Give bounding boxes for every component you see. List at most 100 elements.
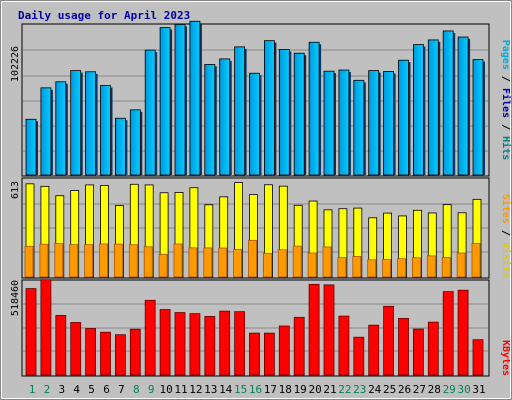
bar-pages xyxy=(40,87,52,176)
x-tick-label: 11 xyxy=(174,383,187,396)
y-max-label-pages: 102226 xyxy=(10,46,21,82)
bar-pages xyxy=(368,70,380,176)
bar-sites xyxy=(69,244,79,278)
bar-sites xyxy=(456,252,466,278)
bar-pages xyxy=(55,81,67,176)
bar-kbytes xyxy=(70,322,82,376)
x-tick-label: 24 xyxy=(368,383,382,396)
x-tick-label: 14 xyxy=(219,383,233,396)
x-tick-label: 16 xyxy=(249,383,262,396)
x-tick-label: 30 xyxy=(457,383,470,396)
bar-sites xyxy=(367,259,377,278)
bar-sites xyxy=(322,246,332,278)
bar-pages xyxy=(174,24,186,176)
bar-pages xyxy=(70,70,82,176)
bar-sites xyxy=(99,243,108,278)
bar-sites xyxy=(54,243,64,278)
bar-sites xyxy=(441,257,451,278)
bars xyxy=(24,20,485,376)
bar-kbytes xyxy=(442,291,454,376)
legend-hits: Hits xyxy=(500,136,512,160)
bar-sites xyxy=(218,247,228,278)
bar-pages xyxy=(472,59,484,176)
x-tick-label: 17 xyxy=(264,383,277,396)
bar-kbytes xyxy=(323,284,335,376)
x-tick-label: 28 xyxy=(428,383,441,396)
bar-sites xyxy=(114,243,123,278)
bar-pages xyxy=(308,41,320,176)
bar-pages xyxy=(457,36,469,176)
bar-pages xyxy=(159,27,171,176)
bar-kbytes xyxy=(263,332,275,376)
x-tick-label: 3 xyxy=(58,383,65,396)
bar-pages xyxy=(338,69,350,176)
legend-slash: / xyxy=(500,76,511,82)
x-tick-label: 21 xyxy=(323,383,336,396)
bar-sites xyxy=(411,257,421,278)
bar-pages xyxy=(323,70,335,176)
bar-sites xyxy=(24,245,34,278)
y-max-label-kbytes: 518460 xyxy=(10,280,21,316)
bar-kbytes xyxy=(278,325,290,376)
x-tick-label: 23 xyxy=(353,383,366,396)
bar-sites xyxy=(262,252,272,278)
x-tick-label: 10 xyxy=(159,383,172,396)
bar-pages xyxy=(234,46,246,176)
bar-kbytes xyxy=(427,321,439,376)
bar-pages xyxy=(100,85,111,176)
x-tick-label: 18 xyxy=(279,383,292,396)
bar-pages xyxy=(383,71,395,176)
legend-kbytes: KBytes xyxy=(500,340,511,376)
x-tick-label: 29 xyxy=(443,383,456,396)
x-tick-label: 20 xyxy=(308,383,321,396)
bar-pages xyxy=(204,63,216,176)
bar-pages xyxy=(263,40,275,176)
bar-sites xyxy=(233,249,243,278)
legend-slash: / xyxy=(500,230,511,236)
bar-kbytes xyxy=(457,289,469,376)
bar-pages xyxy=(25,118,37,176)
bar-kbytes xyxy=(129,328,141,376)
bar-sites xyxy=(337,257,347,278)
legend-visits-sites: Sites / Visits xyxy=(500,194,512,278)
bar-kbytes xyxy=(383,305,395,376)
bar-kbytes xyxy=(308,283,320,376)
x-tick-label: 13 xyxy=(204,383,217,396)
bar-kbytes xyxy=(115,334,126,376)
bar-kbytes xyxy=(412,328,424,376)
bar-pages xyxy=(115,117,126,176)
bar-sites xyxy=(173,243,183,278)
x-tick-label: 6 xyxy=(103,383,110,396)
x-tick-label: 8 xyxy=(133,383,140,396)
legend-pages-files-hits: Pages / Files / Hits xyxy=(500,40,512,161)
x-tick-label: 5 xyxy=(88,383,95,396)
bar-kbytes xyxy=(368,324,380,376)
x-tick-label: 1 xyxy=(29,383,36,396)
bar-sites xyxy=(397,258,406,278)
bar-sites xyxy=(203,247,213,278)
bar-kbytes xyxy=(159,309,171,376)
bar-kbytes xyxy=(204,316,216,376)
bar-kbytes xyxy=(249,332,260,376)
bar-sites xyxy=(352,256,362,278)
bar-kbytes xyxy=(144,299,156,376)
bar-sites xyxy=(128,244,138,278)
bar-pages xyxy=(144,49,156,176)
x-tick-label: 12 xyxy=(189,383,202,396)
bar-pages xyxy=(442,30,454,176)
bar-kbytes xyxy=(55,314,67,376)
chart-title: Daily usage for April 2023 xyxy=(18,9,190,22)
x-tick-label: 7 xyxy=(118,383,125,396)
x-tick-label: 15 xyxy=(234,383,247,396)
bar-kbytes xyxy=(40,279,52,376)
x-tick-label: 22 xyxy=(338,383,351,396)
bar-sites xyxy=(84,244,93,278)
bar-pages xyxy=(398,59,409,176)
x-tick-label: 2 xyxy=(44,383,51,396)
bar-kbytes xyxy=(189,313,201,376)
legend-sites: Sites xyxy=(500,194,512,224)
bar-kbytes xyxy=(353,336,365,376)
bar-sites xyxy=(143,246,153,278)
bar-kbytes xyxy=(293,316,305,376)
